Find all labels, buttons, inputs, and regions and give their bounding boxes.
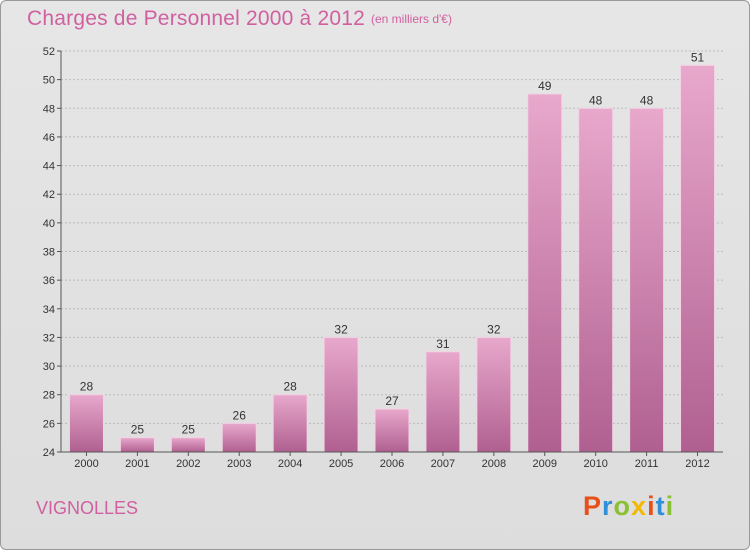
grid-lines <box>61 50 723 453</box>
axes <box>57 50 723 456</box>
bar-2008 <box>476 336 512 453</box>
bars <box>68 64 716 453</box>
bar-2001 <box>119 437 155 453</box>
value-label-2008: 32 <box>487 322 501 336</box>
x-tick-label-2003: 2003 <box>227 458 251 470</box>
y-tick-label: 40 <box>43 218 55 230</box>
bar-2002 <box>170 437 206 453</box>
bar-2009 <box>527 93 563 453</box>
value-label-2002: 25 <box>182 423 196 437</box>
brand-letter: t <box>655 491 666 521</box>
value-label-2003: 26 <box>233 408 247 422</box>
y-tick-label: 32 <box>43 332 55 344</box>
value-label-2001: 25 <box>131 423 145 437</box>
brand-letter: o <box>613 491 632 521</box>
brand-letter: P <box>583 491 603 521</box>
x-tick-label-2000: 2000 <box>74 458 98 470</box>
value-label-2009: 49 <box>538 79 552 93</box>
value-label-2005: 32 <box>334 322 348 336</box>
x-tick-label-2002: 2002 <box>176 458 200 470</box>
value-label-2006: 27 <box>385 394 399 408</box>
x-tick-label-2005: 2005 <box>329 458 353 470</box>
bar-2010 <box>578 107 614 453</box>
x-tick-label-2011: 2011 <box>635 458 659 470</box>
brand-letter: i <box>665 491 675 521</box>
brand-letter: x <box>631 491 648 521</box>
x-tick-label-2012: 2012 <box>685 458 709 470</box>
bar-2000 <box>68 394 104 453</box>
bar-2005 <box>323 336 359 453</box>
value-label-2004: 28 <box>283 380 297 394</box>
x-tick-label-2004: 2004 <box>278 458 302 470</box>
value-label-2000: 28 <box>80 380 94 394</box>
y-tick-label: 38 <box>43 247 55 259</box>
y-tick-label: 30 <box>43 361 55 373</box>
value-label-2012: 51 <box>691 50 705 64</box>
bar-2006 <box>374 408 410 453</box>
y-tick-label: 28 <box>43 390 55 402</box>
x-tick-label-2010: 2010 <box>583 458 607 470</box>
bar-2012 <box>680 64 716 453</box>
value-label-2007: 31 <box>436 337 450 351</box>
y-tick-label: 50 <box>43 75 55 87</box>
bar-2004 <box>272 394 308 453</box>
commune-name: VIGNOLLES <box>36 498 139 518</box>
y-tick-label: 48 <box>43 103 55 115</box>
proxiti-logo: Proxiti <box>583 491 674 522</box>
labels: 24 26 28 30 32 34 36 38 40 42 44 46 48 50 52 28 2000 25 20… <box>43 46 710 470</box>
brand-letter: r <box>602 491 614 521</box>
bar-2007 <box>425 351 461 453</box>
chart-subtitle: (en milliers d'€) <box>371 12 452 26</box>
x-tick-label-2006: 2006 <box>380 458 404 470</box>
y-tick-label: 44 <box>43 161 55 173</box>
y-tick-label: 34 <box>43 304 55 316</box>
bar-2011 <box>629 107 665 453</box>
chart-title: Charges de Personnel 2000 à 2012 <box>27 7 365 30</box>
y-tick-label: 36 <box>43 275 55 287</box>
x-tick-label-2008: 2008 <box>482 458 506 470</box>
x-tick-label-2009: 2009 <box>533 458 557 470</box>
x-tick-label-2001: 2001 <box>125 458 149 470</box>
bar-2003 <box>221 422 257 453</box>
x-tick-label-2007: 2007 <box>431 458 455 470</box>
y-tick-label: 52 <box>43 46 55 58</box>
value-label-2011: 48 <box>640 93 654 107</box>
y-tick-label: 26 <box>43 418 55 430</box>
y-tick-label: 46 <box>43 132 55 144</box>
y-tick-label: 24 <box>43 447 55 459</box>
y-tick-label: 42 <box>43 189 55 201</box>
brand-letter: i <box>647 491 656 521</box>
value-label-2010: 48 <box>589 93 603 107</box>
